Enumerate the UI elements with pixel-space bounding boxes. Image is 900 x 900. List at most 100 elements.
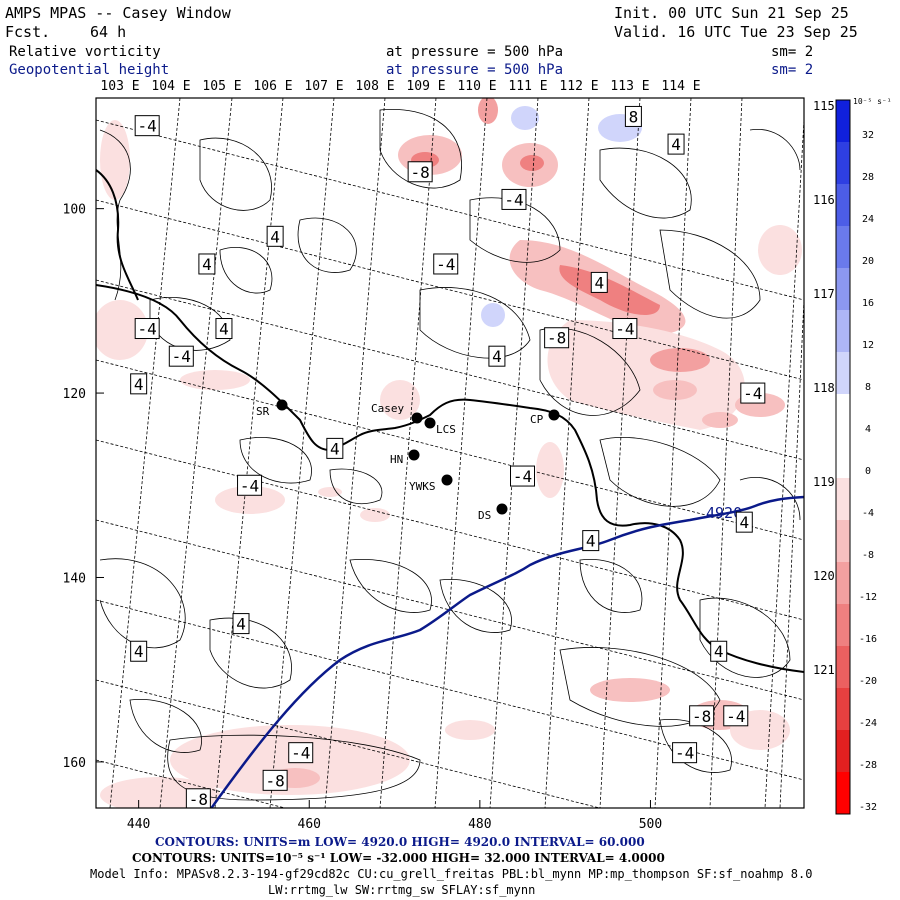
vorticity-contour-label: 4 xyxy=(326,437,344,459)
top-lon-label: 109 E xyxy=(406,79,445,94)
vorticity-contour-label: -4 xyxy=(612,318,638,340)
vorticity-label-box xyxy=(215,318,233,340)
top-lon-label: 114 E xyxy=(661,79,700,94)
top-lon-label: 113 E xyxy=(610,79,649,94)
vorticity-label-box xyxy=(672,742,698,764)
colorbar-units: 10⁻⁵ s⁻¹ xyxy=(853,97,892,106)
station-marker xyxy=(408,449,420,461)
colorbar-frame xyxy=(835,99,851,815)
field2-name: Geopotential height xyxy=(9,62,170,78)
vorticity-label-text: 4 xyxy=(270,227,280,246)
vorticity-label-box xyxy=(198,253,216,275)
colorbar-swatch xyxy=(836,520,850,562)
vorticity-contour-label: -8 xyxy=(544,327,570,349)
vorticity-label-box xyxy=(134,318,160,340)
forecast-label: Fcst. xyxy=(5,23,51,41)
station-marker xyxy=(276,399,288,411)
colorbar-tick-label: 0 xyxy=(865,466,871,477)
vorticity-contour-label: -4 xyxy=(433,253,459,275)
vorticity-label-box xyxy=(501,188,527,210)
vorticity-label-text: 4 xyxy=(219,320,229,339)
vorticity-label-text: 4 xyxy=(134,642,144,661)
vorticity-label-text: -4 xyxy=(726,707,745,726)
y-axis: 100 120 140 160 xyxy=(63,203,104,771)
colorbar-swatch xyxy=(836,394,850,436)
vorticity-label-box xyxy=(488,345,506,367)
field2-smooth: sm= 2 xyxy=(771,62,814,78)
station-layer: SR Casey LCS HN YWKS CP DS xyxy=(256,399,560,522)
colorbar-swatch xyxy=(836,226,850,268)
top-lon-label: 111 E xyxy=(508,79,547,94)
vorticity-contour-label: -8 xyxy=(262,769,288,791)
vorticity-label-box xyxy=(740,382,766,404)
vorticity-label-text: 4 xyxy=(739,513,749,532)
vorticity-contour-label: -4 xyxy=(288,742,314,764)
vorticity-label-box xyxy=(582,530,600,552)
vorticity-label-box xyxy=(288,742,314,764)
y-tick-label: 120 xyxy=(63,387,86,402)
vorticity-label-text: 8 xyxy=(629,107,639,126)
top-lon-label: 106 E xyxy=(253,79,292,94)
vorticity-contour-label: 4 xyxy=(130,373,148,395)
colorbar-swatch xyxy=(836,352,850,394)
vorticity-contour-label: 4 xyxy=(232,613,250,635)
vorticity-chart: 4920 -4-884-444 -44-8 -4-4 4-4 44 -44-4 -44444… xyxy=(63,79,892,832)
colorbar-tick-label: 28 xyxy=(862,172,874,183)
vorticity-label-box xyxy=(735,511,753,533)
vorticity-label-layer: -4 -8 8 4 -4 4 4 -4 4 -8 -4 -4 4 -4 4 4 -4 4 -4 -4 4 4 4 4 4 -8 -4… xyxy=(130,105,766,808)
vorticity-contours xyxy=(99,108,801,801)
station-label: SR xyxy=(256,405,270,418)
colorbar-swatch xyxy=(836,646,850,688)
colorbar-tick-label: -28 xyxy=(859,760,877,771)
colorbar-swatch xyxy=(836,268,850,310)
vorticity-label-box xyxy=(134,115,160,137)
vorticity-label-text: -4 xyxy=(436,255,455,274)
footer-model-info: Model Info: MPASv8.2.3-194-gf29cd82c CU:… xyxy=(90,867,813,881)
station-label: CP xyxy=(530,413,544,426)
vorticity-contour-label: -4 xyxy=(134,115,160,137)
top-lon-label: 107 E xyxy=(304,79,343,94)
colorbar-tick-label: 20 xyxy=(862,256,874,267)
vorticity-label-box xyxy=(612,318,638,340)
vorticity-label-box xyxy=(232,613,250,635)
colorbar-tick-label: -12 xyxy=(859,592,877,603)
coastline xyxy=(96,169,804,673)
vorticity-label-box xyxy=(689,705,715,727)
colorbar-swatch xyxy=(836,100,850,142)
vorticity-label-box xyxy=(723,705,749,727)
plot-frame xyxy=(95,97,805,809)
top-lon-label: 105 E xyxy=(202,79,241,94)
station-label: YWKS xyxy=(409,480,436,493)
field2-level: at pressure = 500 hPa xyxy=(386,62,564,78)
vorticity-contour-label: 4 xyxy=(198,253,216,275)
vorticity-contour-label: -8 xyxy=(185,788,211,808)
vorticity-label-box xyxy=(433,253,459,275)
footer-contours-height: CONTOURS: UNITS=m LOW= 4920.0 HIGH= 4920… xyxy=(155,835,645,849)
field1-name: Relative vorticity xyxy=(9,44,161,60)
forecast-hours: 64 h xyxy=(90,23,127,41)
vorticity-contour-label: -4 xyxy=(672,742,698,764)
vorticity-contour-label: -8 xyxy=(689,705,715,727)
vorticity-contour-label: -4 xyxy=(168,345,194,367)
valid-time: Valid. 16 UTC Tue 23 Sep 25 xyxy=(614,23,858,41)
vorticity-label-text: 4 xyxy=(586,532,596,551)
station-label: HN xyxy=(390,453,403,466)
vorticity-contour-label: -4 xyxy=(723,705,749,727)
vorticity-label-box xyxy=(590,271,608,293)
x-tick-label: 500 xyxy=(639,817,662,832)
vorticity-contour-label: 4 xyxy=(582,530,600,552)
vorticity-label-text: -4 xyxy=(675,744,694,763)
station-label: Casey xyxy=(371,402,404,415)
station-label: LCS xyxy=(436,423,456,436)
vorticity-label-text: -4 xyxy=(138,117,157,136)
height-contour-4920 xyxy=(209,495,804,808)
plot-area xyxy=(96,98,804,808)
x-tick-label: 440 xyxy=(127,817,150,832)
vorticity-label-box xyxy=(262,769,288,791)
vorticity-label-text: -4 xyxy=(172,347,191,366)
top-lon-label: 110 E xyxy=(457,79,496,94)
vorticity-contour-label: 4 xyxy=(266,225,284,247)
vorticity-label-text: -8 xyxy=(547,329,566,348)
vorticity-label-text: -8 xyxy=(411,163,430,182)
vorticity-label-box xyxy=(185,788,211,808)
